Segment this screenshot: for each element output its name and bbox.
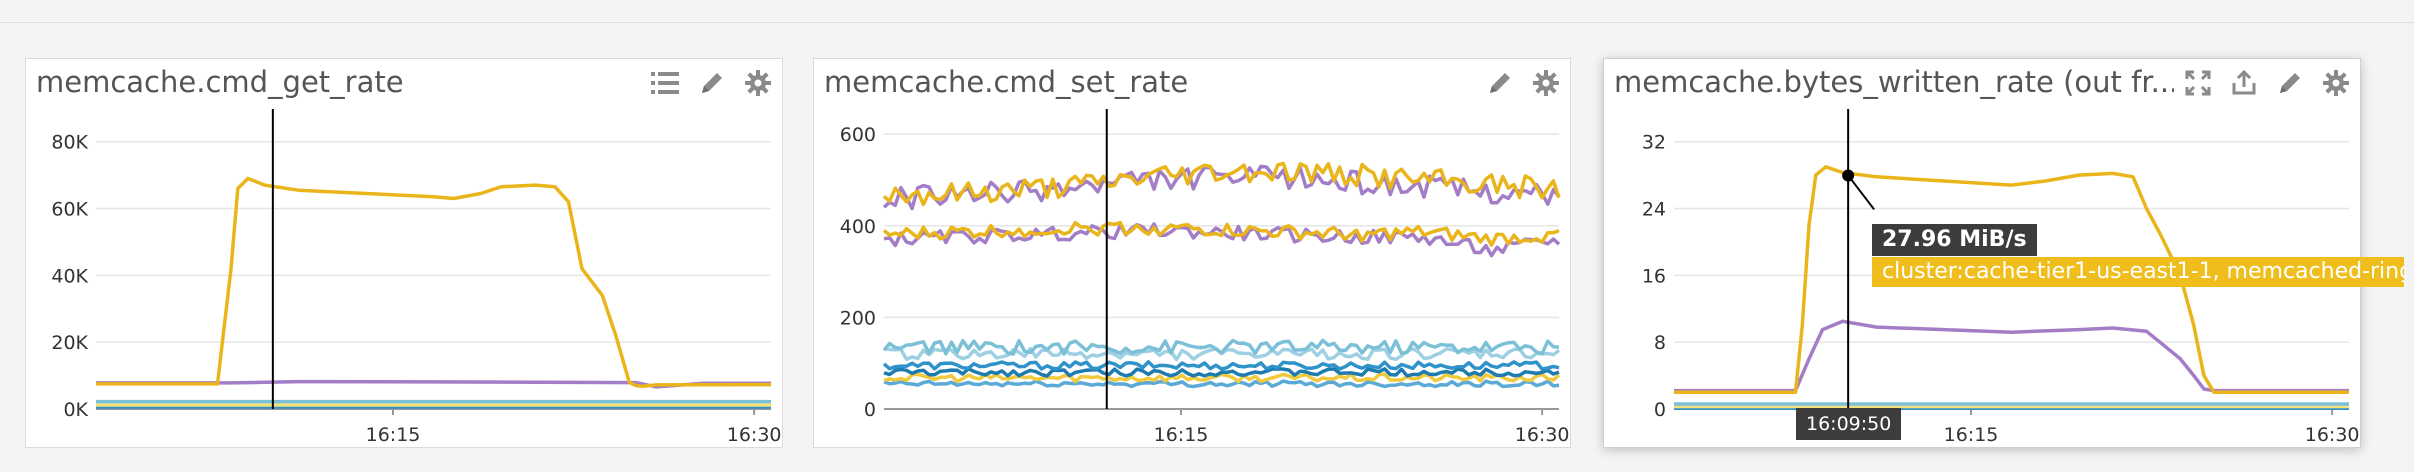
x-tick-label: 16:15	[366, 424, 421, 446]
x-tick-label: 16:30	[727, 424, 782, 446]
widget-cmd-get-rate[interactable]: memcache.cmd_get_rate 80K 60K 40K 20K 0K 16:1…	[25, 58, 783, 448]
series-line[interactable]	[882, 360, 1560, 371]
list-icon[interactable]	[650, 70, 680, 96]
y-tick-label: 20K	[51, 332, 88, 354]
y-tick-label: 16	[1642, 265, 1666, 287]
widget-toolbar	[1486, 67, 1560, 99]
y-tick-label: 0	[864, 399, 876, 421]
series-line[interactable]	[1674, 165, 2349, 395]
expand-icon[interactable]	[2184, 69, 2212, 97]
share-icon[interactable]	[2230, 69, 2258, 97]
pencil-icon[interactable]	[1486, 69, 1514, 97]
tooltip-pointer	[1847, 174, 1875, 211]
x-tick-label: 16:15	[1944, 424, 1999, 446]
x-tick-label: 16:30	[1515, 424, 1570, 446]
series-line[interactable]	[882, 338, 1560, 356]
series-line[interactable]	[1674, 319, 2349, 393]
top-divider	[0, 0, 2414, 23]
widget-toolbar	[650, 67, 772, 99]
chart-cmd-get-rate[interactable]: 80K 60K 40K 20K 0K 16:15 16:30	[26, 109, 782, 447]
hover-point	[1842, 169, 1855, 182]
y-tick-label: 8	[1654, 332, 1666, 354]
chart-cmd-set-rate[interactable]: 600 400 200 0 16:15 16:30	[814, 109, 1570, 447]
y-tick-label: 0K	[63, 399, 88, 421]
y-tick-label: 200	[840, 307, 876, 329]
widget-title: memcache.cmd_get_rate	[36, 65, 404, 99]
series-line[interactable]	[883, 379, 1560, 389]
y-tick-label: 60K	[51, 199, 88, 221]
gear-icon[interactable]	[2322, 69, 2350, 97]
series-line[interactable]	[882, 220, 1560, 247]
series-line[interactable]	[883, 366, 1560, 378]
pencil-icon[interactable]	[2276, 69, 2304, 97]
gear-icon[interactable]	[744, 69, 772, 97]
widget-toolbar	[2184, 67, 2350, 99]
y-tick-label: 24	[1642, 199, 1666, 221]
y-tick-label: 40K	[51, 265, 88, 287]
time-cursor-label: 16:09:50	[1796, 408, 1902, 440]
tooltip-value: 27.96 MiB/s	[1872, 224, 2037, 256]
y-tick-label: 400	[840, 216, 876, 238]
y-tick-label: 32	[1642, 132, 1666, 154]
y-tick-label: 0	[1654, 399, 1666, 421]
y-tick-label: 600	[840, 124, 876, 146]
series-line[interactable]	[882, 161, 1561, 207]
tooltip-series-name: cluster:cache-tier1-us-east1-1, memcache…	[1872, 257, 2404, 287]
y-tick-label: 80K	[51, 132, 88, 154]
widget-title: memcache.bytes_written_rate (out fr...	[1614, 65, 2174, 99]
gear-icon[interactable]	[1532, 69, 1560, 97]
x-tick-label: 16:30	[2305, 424, 2360, 446]
series-line[interactable]	[883, 222, 1561, 258]
pencil-icon[interactable]	[698, 69, 726, 97]
series-line[interactable]	[96, 176, 772, 389]
widget-cmd-set-rate[interactable]: memcache.cmd_set_rate 600 400 200 0 16:15 16:…	[813, 58, 1571, 448]
x-tick-label: 16:15	[1154, 424, 1209, 446]
widget-title: memcache.cmd_set_rate	[824, 65, 1189, 99]
